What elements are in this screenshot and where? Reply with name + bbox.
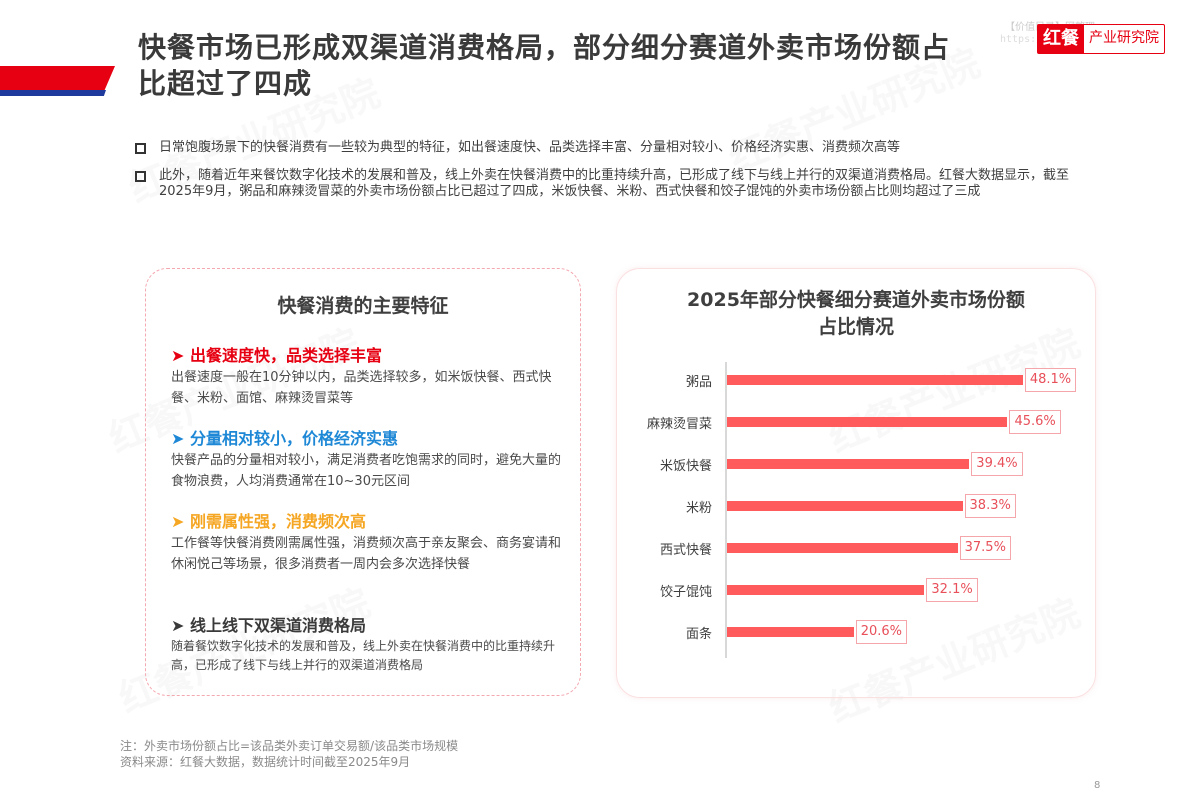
feature-body: 工作餐等快餐消费刚需属性强，消费频次高于亲友聚会、商务宴请和休闲悦己等场景，很多…: [171, 536, 562, 572]
square-bullet-icon: [135, 143, 146, 154]
bullet-text: 日常饱腹场景下的快餐消费有一些较为典型的特征，如出餐速度快、品类选择丰富、分量相…: [159, 140, 901, 155]
title-accent-band: [0, 66, 115, 96]
feature-body: 随着餐饮数字化技术的发展和普及，线上外卖在快餐消费中的比重持续升高，已形成了线下…: [171, 639, 556, 672]
bar-category-label: 面条: [685, 627, 712, 642]
chart-title-line-2: 占比情况: [817, 316, 894, 338]
chart-y-axis: [725, 362, 727, 658]
bar-value-label: 39.4%: [971, 452, 1023, 476]
bar-row: 粥品 48.1%: [620, 368, 1090, 392]
bullet-item: 日常饱腹场景下的快餐消费有一些较为典型的特征，如出餐速度快、品类选择丰富、分量相…: [135, 140, 1095, 156]
title-line-2: 比超过了四成: [138, 67, 313, 100]
feature-item: ➤ 出餐速度快，品类选择丰富 出餐速度一般在10分钟以内，品类选择较多，如米饭快…: [171, 345, 571, 409]
logo-brand: 红餐: [1038, 25, 1084, 53]
bar-category-label: 西式快餐: [659, 543, 712, 558]
square-bullet-icon: [135, 171, 146, 182]
accent-blue-stripe: [0, 90, 106, 96]
feature-heading: ➤ 刚需属性强，消费频次高: [171, 512, 366, 531]
bar-row: 饺子馄饨 32.1%: [620, 578, 1090, 602]
bar-category-label: 麻辣烫冒菜: [646, 417, 712, 432]
bar-row: 面条 20.6%: [620, 620, 1090, 644]
bar: [727, 417, 1008, 427]
page-number: 8: [1094, 780, 1101, 791]
page-title: 快餐市场已形成双渠道消费格局，部分细分赛道外卖市场份额占 比超过了四成: [138, 30, 1038, 102]
bar-category-label: 粥品: [685, 375, 712, 390]
feature-item: ➤ 刚需属性强，消费频次高 工作餐等快餐消费刚需属性强，消费频次高于亲友聚会、商…: [171, 511, 571, 575]
brand-logo: 红餐 产业研究院: [1037, 24, 1165, 54]
bar: [727, 585, 925, 595]
bar-value-label: 48.1%: [1024, 368, 1077, 392]
feature-heading: ➤ 分量相对较小，价格经济实惠: [171, 429, 398, 448]
bullet-text: 此外，随着近年来餐饮数字化技术的发展和普及，线上外卖在快餐消费中的比重持续升高，…: [159, 168, 1070, 199]
feature-item: ➤ 分量相对较小，价格经济实惠 快餐产品的分量相对较小，满足消费者吃饱需求的同时…: [171, 428, 571, 492]
feature-body: 快餐产品的分量相对较小，满足消费者吃饱需求的同时，避免大量的食物浪费，人均消费通…: [171, 453, 562, 489]
bullet-item: 此外，随着近年来餐饮数字化技术的发展和普及，线上外卖在快餐消费中的比重持续升高，…: [135, 168, 1095, 200]
chart-title: 2025年部分快餐细分赛道外卖市场份额 占比情况: [617, 287, 1095, 341]
intro-bullets: 日常饱腹场景下的快餐消费有一些较为典型的特征，如出餐速度快、品类选择丰富、分量相…: [135, 140, 1095, 212]
bar-value-label: 45.6%: [1009, 410, 1061, 434]
bar: [727, 627, 854, 637]
bar-value-label: 38.3%: [964, 494, 1016, 518]
bar-category-label: 饺子馄饨: [659, 585, 712, 600]
bar-category-label: 米粉: [685, 501, 712, 516]
feature-heading: ➤ 线上线下双渠道消费格局: [171, 616, 366, 635]
bar: [727, 375, 1023, 385]
accent-red-stripe: [0, 66, 115, 90]
bar: [727, 501, 963, 511]
feature-body: 出餐速度一般在10分钟以内，品类选择较多，如米饭快餐、西式快餐、米粉、面馆、麻辣…: [171, 370, 552, 406]
bar-row: 米粉 38.3%: [620, 494, 1090, 518]
features-card-title: 快餐消费的主要特征: [277, 295, 449, 317]
bar: [727, 459, 970, 469]
bar-row: 西式快餐 37.5%: [620, 536, 1090, 560]
chart-title-line-1: 2025年部分快餐细分赛道外卖市场份额: [687, 289, 1025, 311]
footnote: 注：外卖市场份额占比=该品类外卖订单交易额/该品类市场规模 资料来源：红餐大数据…: [120, 738, 458, 770]
logo-text: 产业研究院: [1089, 30, 1159, 46]
bar-value-label: 37.5%: [959, 536, 1011, 560]
footnote-formula: 注：外卖市场份额占比=该品类外卖订单交易额/该品类市场规模: [120, 739, 459, 753]
bar-value-label: 32.1%: [926, 578, 978, 602]
footnote-source: 资料来源：红餐大数据，数据统计时间截至2025年9月: [120, 755, 411, 769]
features-card: 快餐消费的主要特征 ➤ 出餐速度快，品类选择丰富 出餐速度一般在10分钟以内，品…: [145, 268, 581, 696]
bar-row: 米饭快餐 39.4%: [620, 452, 1090, 476]
feature-heading: ➤ 出餐速度快，品类选择丰富: [171, 346, 382, 365]
feature-item: ➤ 线上线下双渠道消费格局 随着餐饮数字化技术的发展和普及，线上外卖在快餐消费中…: [171, 615, 571, 675]
title-line-1: 快餐市场已形成双渠道消费格局，部分细分赛道外卖市场份额占: [138, 31, 951, 64]
bar-value-label: 20.6%: [855, 620, 907, 644]
bar-row: 麻辣烫冒菜 45.6%: [620, 410, 1090, 434]
chart-card: 2025年部分快餐细分赛道外卖市场份额 占比情况: [616, 268, 1096, 698]
bar-category-label: 米饭快餐: [659, 459, 712, 474]
bar: [727, 543, 958, 553]
